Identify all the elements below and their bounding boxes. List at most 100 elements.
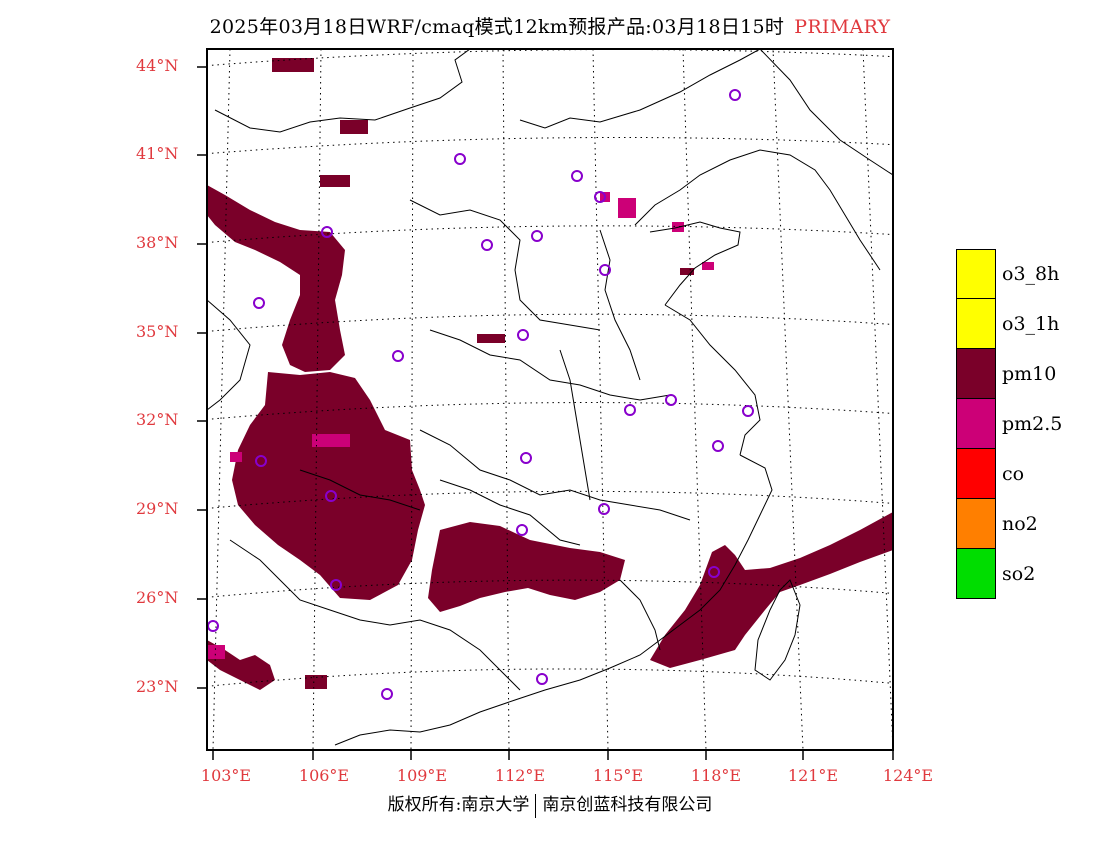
lon-label-115: 115°E bbox=[592, 766, 644, 785]
copyright-left: 版权所有:南京大学 bbox=[387, 795, 530, 815]
city-marker bbox=[520, 452, 532, 464]
lat-label-35: 35°N bbox=[136, 322, 179, 341]
lon-label-103: 103°E bbox=[200, 766, 252, 785]
city-marker bbox=[665, 394, 677, 406]
city-marker bbox=[325, 490, 337, 502]
boundary-interior-5 bbox=[559, 349, 591, 501]
boundary-interior-7 bbox=[299, 469, 421, 511]
pm25-patch-sw bbox=[230, 452, 242, 462]
city-marker bbox=[598, 503, 610, 515]
pm25-patch-sichuan bbox=[312, 434, 350, 447]
lon-label-124: 124°E bbox=[882, 766, 934, 785]
axis-ticks bbox=[197, 66, 894, 760]
boundary-shandong bbox=[649, 221, 741, 306]
boundary-mongolia bbox=[519, 49, 761, 129]
pm10-patch bbox=[680, 268, 694, 275]
legend-label: pm10 bbox=[1002, 363, 1057, 385]
pm25-patch-tianjin bbox=[618, 198, 636, 218]
city-marker bbox=[321, 226, 333, 238]
map-frame bbox=[206, 48, 894, 751]
city-marker bbox=[536, 673, 548, 685]
city-marker bbox=[708, 566, 720, 578]
city-marker bbox=[624, 404, 636, 416]
boundary-interior-10 bbox=[207, 299, 251, 411]
city-marker bbox=[381, 688, 393, 700]
pm10-patch bbox=[340, 120, 368, 134]
pm10-patch-north bbox=[272, 58, 314, 72]
lon-label-118: 118°E bbox=[690, 766, 742, 785]
boundary-zhejiang-fujian-coast bbox=[334, 454, 773, 746]
legend-swatch bbox=[956, 449, 996, 499]
city-marker bbox=[330, 579, 342, 591]
boundary-north bbox=[214, 49, 471, 133]
city-marker bbox=[253, 297, 265, 309]
boundary-bohai bbox=[634, 149, 881, 271]
longitude-gridlines bbox=[212, 49, 893, 750]
pm10-patch bbox=[305, 675, 327, 689]
boundary-northeast bbox=[759, 49, 893, 176]
pm25-patch-shandong bbox=[702, 262, 714, 270]
boundary-interior-2 bbox=[429, 329, 671, 401]
copyright-footer: 版权所有:南京大学 南京创蓝科技有限公司 bbox=[0, 790, 1100, 818]
boundary-interior-3 bbox=[419, 429, 691, 521]
boundary-taiwan bbox=[754, 579, 801, 681]
pm10-area-fujian-strait bbox=[650, 512, 893, 668]
city-marker bbox=[454, 153, 466, 165]
pm10-area-sichuan bbox=[232, 372, 425, 600]
legend-swatch bbox=[956, 299, 996, 349]
boundaries bbox=[207, 49, 893, 746]
city-marker bbox=[392, 350, 404, 362]
city-marker bbox=[571, 170, 583, 182]
legend-swatch bbox=[956, 249, 996, 299]
legend-swatch bbox=[956, 499, 996, 549]
lat-label-41: 41°N bbox=[136, 144, 179, 163]
boundary-interior-9 bbox=[619, 579, 661, 651]
boundary-interior-6 bbox=[599, 229, 641, 381]
title-text: 2025年03月18日WRF/cmaq模式12km预报产品:03月18日15时 bbox=[209, 16, 785, 38]
city-marker bbox=[599, 264, 611, 276]
boundary-jiangsu-coast bbox=[664, 304, 761, 456]
legend-swatch bbox=[956, 399, 996, 449]
city-marker bbox=[255, 455, 267, 467]
pm10-patch bbox=[477, 334, 505, 343]
city-marker bbox=[729, 89, 741, 101]
city-marker bbox=[594, 191, 606, 203]
boundary-interior-4 bbox=[439, 479, 581, 546]
pm10-area-layer bbox=[207, 58, 893, 690]
map-title: 2025年03月18日WRF/cmaq模式12km预报产品:03月18日15时 P… bbox=[0, 12, 1100, 39]
city-marker bbox=[712, 440, 724, 452]
lon-label-106: 106°E bbox=[298, 766, 350, 785]
city-markers bbox=[207, 89, 754, 700]
lat-label-38: 38°N bbox=[136, 233, 179, 252]
legend-label: o3_8h bbox=[1002, 263, 1060, 285]
legend-label: pm2.5 bbox=[1002, 413, 1063, 435]
title-tag: PRIMARY bbox=[794, 16, 891, 38]
legend-swatch bbox=[956, 349, 996, 399]
pm10-area-west-north bbox=[207, 185, 345, 372]
legend-label: co bbox=[1002, 463, 1025, 485]
legend-label: no2 bbox=[1002, 513, 1038, 535]
footer-separator bbox=[535, 793, 537, 818]
lat-label-32: 32°N bbox=[136, 410, 179, 429]
lon-label-109: 109°E bbox=[396, 766, 448, 785]
pm10-area-jiangxi-hunan bbox=[428, 522, 625, 612]
legend-label: so2 bbox=[1002, 563, 1036, 585]
city-marker bbox=[531, 230, 543, 242]
lat-label-23: 23°N bbox=[136, 677, 179, 696]
city-marker bbox=[516, 524, 528, 536]
city-marker bbox=[517, 329, 529, 341]
lon-label-121: 121°E bbox=[787, 766, 839, 785]
legend-swatch bbox=[956, 549, 996, 599]
copyright-right: 南京创蓝科技有限公司 bbox=[542, 795, 713, 815]
city-marker bbox=[481, 239, 493, 251]
legend-label: o3_1h bbox=[1002, 313, 1060, 335]
boundary-interior-1 bbox=[409, 199, 601, 331]
pm10-patch bbox=[320, 175, 350, 187]
lat-label-44: 44°N bbox=[136, 56, 179, 75]
lon-label-112: 112°E bbox=[494, 766, 546, 785]
pm25-patch-west bbox=[207, 645, 225, 659]
lat-label-26: 26°N bbox=[136, 588, 179, 607]
city-marker bbox=[742, 405, 754, 417]
lat-label-29: 29°N bbox=[136, 499, 179, 518]
